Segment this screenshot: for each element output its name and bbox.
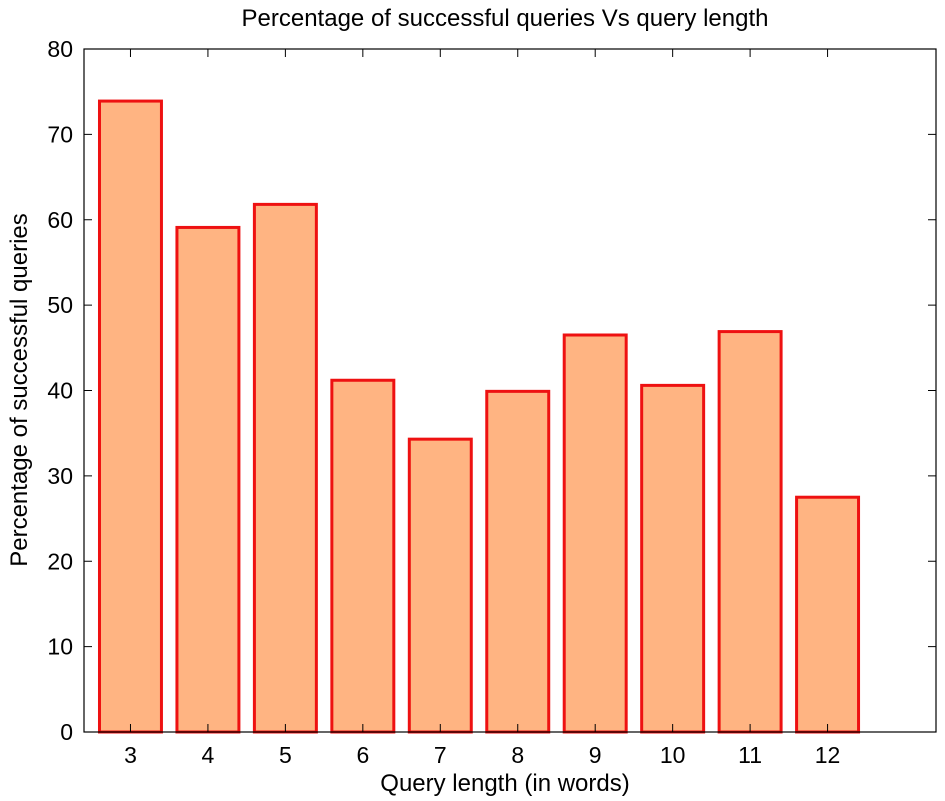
y-tick-label: 10: [47, 634, 73, 660]
y-tick-label: 30: [47, 463, 73, 489]
x-tick-label: 5: [279, 742, 292, 768]
x-tick-label: 6: [356, 742, 369, 768]
bar-11: [717, 330, 783, 734]
x-axis-label: Query length (in words): [380, 770, 629, 797]
y-tick-label: 20: [47, 548, 73, 574]
x-tick-label: 11: [738, 742, 762, 768]
x-tick-label: 4: [202, 742, 215, 768]
x-tick-label: 9: [589, 742, 602, 768]
x-tick-label: 8: [511, 742, 524, 768]
bar-9: [562, 333, 628, 734]
y-tick-label: 50: [47, 292, 73, 318]
bar-6: [330, 378, 396, 734]
bar-10: [640, 383, 706, 734]
bar-7: [407, 437, 473, 734]
y-tick-label: 40: [47, 378, 73, 404]
y-axis-label: Percentage of successful queries: [6, 213, 33, 567]
y-axis-ticks: 0 10 20 30 40 50 60 70 80: [47, 36, 936, 745]
x-tick-label: 12: [815, 742, 841, 768]
x-tick-label: 3: [124, 742, 137, 768]
y-tick-label: 0: [60, 719, 73, 745]
bar-4: [175, 225, 241, 734]
y-tick-label: 60: [47, 207, 73, 233]
bar-12: [795, 495, 861, 734]
bars-group: [97, 99, 861, 734]
y-tick-label: 80: [47, 36, 73, 62]
bar-3: [97, 99, 163, 734]
x-tick-label: 10: [660, 742, 686, 768]
bar-8: [485, 389, 551, 734]
chart-title: Percentage of successful queries Vs quer…: [242, 5, 769, 32]
y-tick-label: 70: [47, 121, 73, 147]
bar-5: [252, 202, 318, 734]
x-tick-label: 7: [434, 742, 447, 768]
x-axis-ticks: 3 4 5 6 7 8 9 10 11 12: [124, 49, 840, 768]
